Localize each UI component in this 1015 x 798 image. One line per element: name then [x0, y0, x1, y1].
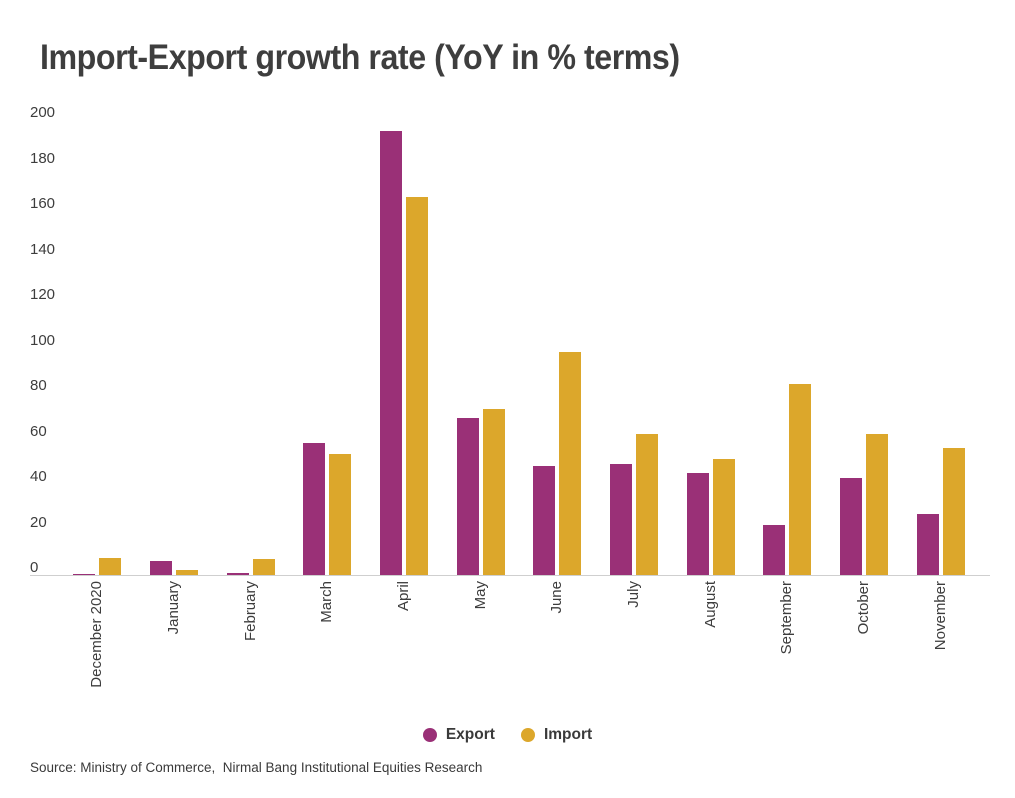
bar-export-september — [763, 524, 786, 575]
y-tick-label-120: 120 — [30, 286, 56, 303]
bar-group-april — [366, 120, 443, 575]
legend-item-import: Import — [520, 726, 593, 744]
x-axis-line — [30, 575, 990, 576]
x-slot-may: May — [442, 581, 519, 711]
x-slot-april: April — [366, 581, 443, 711]
x-tick-label-march: March — [318, 581, 336, 623]
bar-import-april — [406, 197, 429, 575]
bar-export-november — [916, 513, 939, 575]
bar-import-may — [482, 408, 505, 575]
x-slot-november: November — [902, 581, 979, 711]
bar-group-february — [212, 120, 289, 575]
legend: Export Import — [0, 722, 1015, 748]
bar-group-march — [289, 120, 366, 575]
legend-label-export: Export — [445, 726, 495, 743]
x-tick-label-december-2020: December 2020 — [88, 581, 106, 688]
x-slot-february: February — [212, 581, 289, 711]
bar-export-may — [456, 418, 479, 575]
x-tick-label-may: May — [471, 581, 489, 610]
legend-dot-import — [520, 728, 535, 742]
bar-export-february — [226, 573, 249, 575]
bar-import-august — [712, 458, 735, 575]
bar-group-january — [136, 120, 213, 575]
x-tick-label-july: July — [625, 581, 643, 608]
bar-group-august — [672, 120, 749, 575]
y-tick-label-100: 100 — [30, 331, 56, 349]
bar-export-july — [610, 463, 633, 575]
x-tick-label-september: September — [778, 581, 796, 655]
y-tick-label-0: 0 — [30, 559, 39, 576]
bar-export-august — [686, 472, 709, 575]
bar-group-may — [442, 120, 519, 575]
x-tick-label-november: November — [931, 581, 949, 651]
bar-export-january — [150, 561, 172, 575]
bar-group-september — [749, 120, 826, 575]
bar-export-april — [380, 131, 403, 575]
chart-title: Import-Export growth rate (YoY in % term… — [40, 38, 680, 77]
bar-import-march — [329, 454, 352, 575]
y-axis: 0 20 40 60 80 100 120 140 160 180 200 — [30, 104, 70, 576]
x-tick-label-june: June — [548, 581, 566, 614]
bar-export-march — [303, 443, 326, 575]
bar-import-january — [176, 570, 198, 575]
x-tick-label-february: February — [241, 581, 259, 642]
bar-group-june — [519, 120, 596, 575]
x-slot-january: January — [136, 581, 213, 711]
x-tick-label-april: April — [395, 581, 413, 612]
y-tick-label-200: 200 — [30, 104, 56, 121]
y-tick-label-60: 60 — [30, 422, 47, 440]
x-tick-label-october: October — [855, 581, 873, 635]
bar-import-february — [252, 559, 275, 575]
bar-import-september — [789, 383, 812, 575]
bar-import-december-2020 — [99, 557, 122, 575]
x-slot-march: March — [289, 581, 366, 711]
bar-import-june — [559, 352, 582, 575]
bar-group-november — [902, 120, 979, 575]
bar-export-december-2020 — [73, 574, 96, 575]
y-tick-label-40: 40 — [30, 468, 47, 485]
bar-import-november — [942, 447, 965, 575]
x-tick-label-august: August — [701, 581, 719, 628]
bar-export-june — [533, 465, 556, 575]
y-tick-label-180: 180 — [30, 149, 56, 167]
bar-group-july — [596, 120, 673, 575]
plot-area — [59, 120, 979, 575]
bar-export-october — [840, 478, 863, 575]
x-tick-label-january: January — [165, 581, 182, 635]
legend-label-import: Import — [543, 726, 593, 743]
x-slot-july: July — [596, 581, 673, 711]
bar-import-july — [636, 433, 659, 575]
x-slot-august: August — [672, 581, 749, 711]
y-tick-label-20: 20 — [30, 513, 47, 531]
x-slot-october: October — [826, 581, 903, 711]
y-tick-label-160: 160 — [30, 195, 56, 212]
source-note: Source: Ministry of Commerce, Nirmal Ban… — [30, 760, 483, 775]
x-slot-december-2020: December 2020 — [59, 581, 136, 711]
bar-group-october — [826, 120, 903, 575]
legend-dot-export — [422, 728, 437, 742]
x-slot-september: September — [749, 581, 826, 711]
y-tick-label-140: 140 — [30, 240, 56, 258]
x-slot-june: June — [519, 581, 596, 711]
y-tick-label-80: 80 — [30, 377, 47, 394]
bar-group-december-2020 — [59, 120, 136, 575]
x-axis-labels: December 2020 January February March April Ma… — [59, 581, 979, 711]
legend-item-export: Export — [422, 726, 495, 744]
bar-import-october — [866, 433, 889, 575]
